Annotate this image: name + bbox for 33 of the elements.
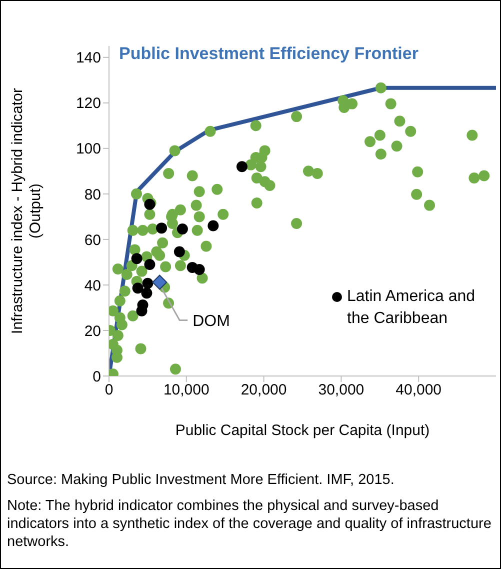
legend-label: Latin America and the Caribbean (347, 287, 476, 329)
point (176, 223, 188, 234)
point (132, 282, 144, 294)
y-tick-label: 140 (76, 50, 101, 67)
point (144, 258, 156, 270)
y-tick-label: 20 (84, 322, 101, 340)
x-tick-label: 40,000 (396, 382, 442, 399)
chart-title: Public Investment Efficiency Frontier (119, 44, 419, 63)
point (131, 253, 142, 264)
point (236, 161, 248, 172)
y-tick-label: 100 (76, 140, 101, 158)
annotation: DOM (192, 313, 230, 330)
y-tick-label: 60 (84, 232, 101, 249)
y-tick-label: 120 (76, 95, 101, 112)
point (156, 222, 168, 234)
point (194, 264, 205, 275)
y-axis-title: Infrastructure index - Hybrid indicator (Output) (9, 88, 44, 334)
y-tick-label: 40 (84, 277, 101, 294)
x-tick-label: 10,000 (163, 382, 210, 399)
x-tick-label: 0 (104, 382, 114, 399)
point (141, 288, 152, 299)
x-tick-label: 20,000 (240, 382, 287, 399)
y-tick-label: 80 (84, 186, 101, 204)
x-tick-label: 30,000 (318, 382, 364, 399)
point (174, 246, 185, 258)
y-tick-label: 0 (92, 368, 101, 386)
x-axis-title: Public Capital Stock per Capita (Input) (175, 422, 430, 439)
point (152, 274, 168, 290)
callout-leader: DOM (160, 288, 230, 330)
source-note: Source: Making Public Investment More Efficient. IMF, 2015. (7, 471, 396, 489)
point (208, 220, 219, 232)
text: Note: The hybrid indicator combines the physical and survey-based indicators into a synthetic index of the coverage and quality of infrastructure networks. (7, 497, 492, 551)
point (142, 278, 154, 289)
